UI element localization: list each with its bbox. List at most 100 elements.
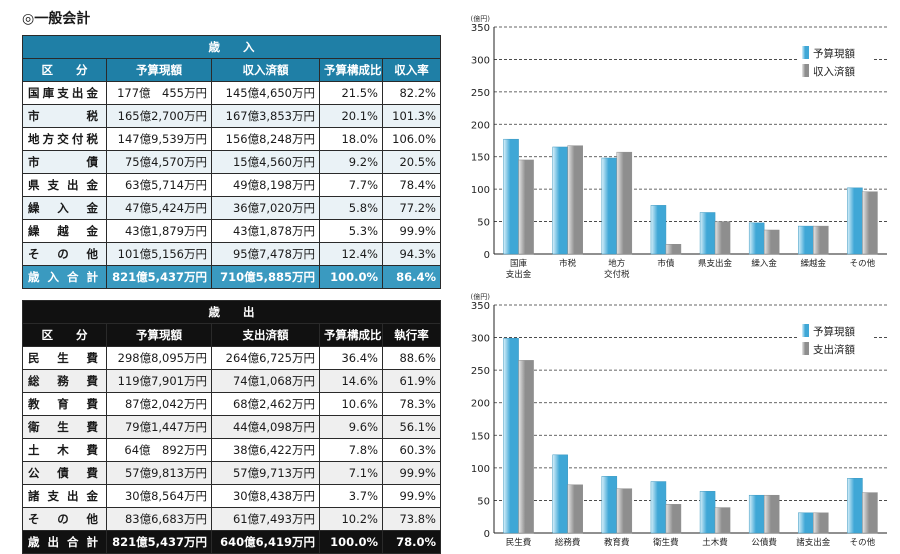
row-value: 38億6,422万円 [211, 438, 320, 462]
bar [763, 229, 780, 255]
table-row: 衛生費 79億1,447万円 44億4,098万円 9.6% 56.1% [22, 415, 441, 439]
row-value: 167億3,853万円 [211, 104, 320, 128]
revenue-column-header: 予算現額 [106, 58, 212, 82]
expenditure-column-header: 区 分 [22, 323, 107, 347]
revenue-header-row: 区 分予算現額 収入済額 予算構成比 収入率 [22, 58, 441, 82]
row-label: 国庫支出金 [22, 81, 107, 105]
y-tick-label: 300 [471, 55, 490, 66]
total-value: 86.4% [382, 265, 441, 289]
bar [847, 187, 863, 255]
row-label: 土木費 [22, 438, 107, 462]
row-value: 14.6% [319, 369, 383, 393]
row-label: 公債費 [22, 461, 107, 485]
x-tick-label: 国庫 [510, 258, 528, 269]
expenditure-table: 歳 出区 分予算現額 支出済額 予算構成比 執行率 民生費 298億8,095万円 264億… [22, 300, 441, 554]
row-value: 47億5,424万円 [106, 196, 212, 220]
table-row: 市 債 75億4,570万円 15億4,560万円 9.2% 20.5% [22, 150, 441, 174]
table-row: 諸支出金 30億8,564万円 30億8,438万円 3.7% 99.9% [22, 484, 441, 508]
legend-label: 収入済額 [813, 65, 855, 78]
row-value: 88.6% [382, 346, 441, 370]
row-value: 10.2% [319, 507, 383, 531]
y-tick-label: 250 [471, 366, 490, 377]
expenditure-caption-row: 歳 出 [22, 300, 441, 324]
table-row: 繰入金 47億5,424万円 36億7,020万円 5.8% 77.2% [22, 196, 441, 220]
row-value: 7.1% [319, 461, 383, 485]
x-tick-label: 公債費 [751, 537, 777, 548]
row-value: 99.9% [382, 219, 441, 243]
y-tick-label: 350 [471, 23, 490, 34]
row-label: 衛生費 [22, 415, 107, 439]
bar [714, 507, 731, 534]
bar [552, 146, 568, 255]
row-value: 44億4,098万円 [211, 415, 320, 439]
row-value: 264億6,725万円 [211, 346, 320, 370]
row-value: 61.9% [382, 369, 441, 393]
legend-swatch [802, 324, 809, 337]
y-tick-label: 150 [471, 153, 490, 164]
bar [601, 476, 618, 534]
y-tick-label: 200 [471, 120, 490, 131]
bar [650, 205, 667, 255]
bar [616, 151, 633, 255]
x-tick-label: 地方 [608, 258, 625, 269]
y-tick-label: 200 [471, 399, 490, 410]
row-value: 177億 455万円 [106, 81, 212, 105]
table-row: 教育費 87億2,042万円 68億2,462万円 10.6% 78.3% [22, 392, 441, 416]
table-row: 土木費 64億 892万円 38億6,422万円 7.8% 60.3% [22, 438, 441, 462]
row-label: その他 [22, 242, 107, 266]
x-tick-label: その他 [850, 537, 876, 548]
x-tick-label: その他 [850, 258, 876, 269]
bar [798, 512, 814, 534]
revenue-column-header: 収入率 [382, 58, 441, 82]
bar [748, 222, 765, 255]
row-value: 57億9,713万円 [211, 461, 320, 485]
x-tick-label: 支出金 [506, 269, 532, 280]
row-label: 繰入金 [22, 196, 107, 220]
x-tick-label: 民生費 [506, 537, 532, 548]
row-value: 101億5,156万円 [106, 242, 212, 266]
row-value: 36.4% [319, 346, 383, 370]
total-value: 78.0% [382, 530, 441, 554]
bar [847, 478, 863, 534]
bar [518, 159, 534, 255]
row-label: 教育費 [22, 392, 107, 416]
y-tick-label: 100 [471, 464, 490, 475]
row-value: 30億8,564万円 [106, 484, 212, 508]
table-row: その他 101億5,156万円 95億7,478万円 12.4% 94.3% [22, 242, 441, 266]
bar [552, 454, 568, 534]
row-value: 57億9,813万円 [106, 461, 212, 485]
row-value: 165億2,700万円 [106, 104, 212, 128]
row-value: 75億4,570万円 [106, 150, 212, 174]
bar [503, 138, 519, 255]
total-value: 821億5,437万円 [106, 530, 212, 554]
x-tick-label: 繰越金 [801, 258, 827, 269]
bar [748, 494, 765, 534]
row-label: 県支出金 [22, 173, 107, 197]
expenditure-caption: 歳 出 [22, 300, 441, 324]
row-value: 15億4,560万円 [211, 150, 320, 174]
bar [813, 225, 829, 255]
expenditure-total-row: 歳出合計 821億5,437万円 640億6,419万円 100.0% 78.0% [22, 530, 441, 554]
row-value: 43億1,878万円 [211, 219, 320, 243]
expenditure-chart: (億円) 0 50 100 150 200 250 300 350 民生費 総務費 教育費 衛生費 土木費… [471, 292, 887, 548]
y-tick-label: 0 [484, 529, 490, 540]
table-row: 県支出金 63億5,714万円 49億8,198万円 7.7% 78.4% [22, 173, 441, 197]
table-row: 繰越金 43億1,879万円 43億1,878万円 5.3% 99.9% [22, 219, 441, 243]
legend-background [798, 320, 872, 360]
row-value: 60.3% [382, 438, 441, 462]
bar [798, 225, 814, 255]
row-label: 諸支出金 [22, 484, 107, 508]
row-value: 79億1,447万円 [106, 415, 212, 439]
row-label: 総務費 [22, 369, 107, 393]
row-value: 298億8,095万円 [106, 346, 212, 370]
y-axis-unit: (億円) [471, 292, 491, 301]
row-value: 21.5% [319, 81, 383, 105]
table-row: 国庫支出金 177億 455万円 145億4,650万円 21.5% 82.2% [22, 81, 441, 105]
row-value: 95億7,478万円 [211, 242, 320, 266]
bar [665, 504, 682, 534]
row-value: 61億7,493万円 [211, 507, 320, 531]
row-value: 9.2% [319, 150, 383, 174]
row-value: 5.3% [319, 219, 383, 243]
expenditure-column-header: 予算現額 [106, 323, 212, 347]
table-row: その他 83億6,683万円 61億7,493万円 10.2% 73.8% [22, 507, 441, 531]
